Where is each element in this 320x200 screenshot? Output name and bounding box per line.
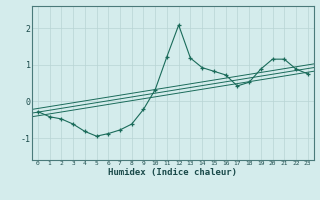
X-axis label: Humidex (Indice chaleur): Humidex (Indice chaleur) <box>108 168 237 177</box>
